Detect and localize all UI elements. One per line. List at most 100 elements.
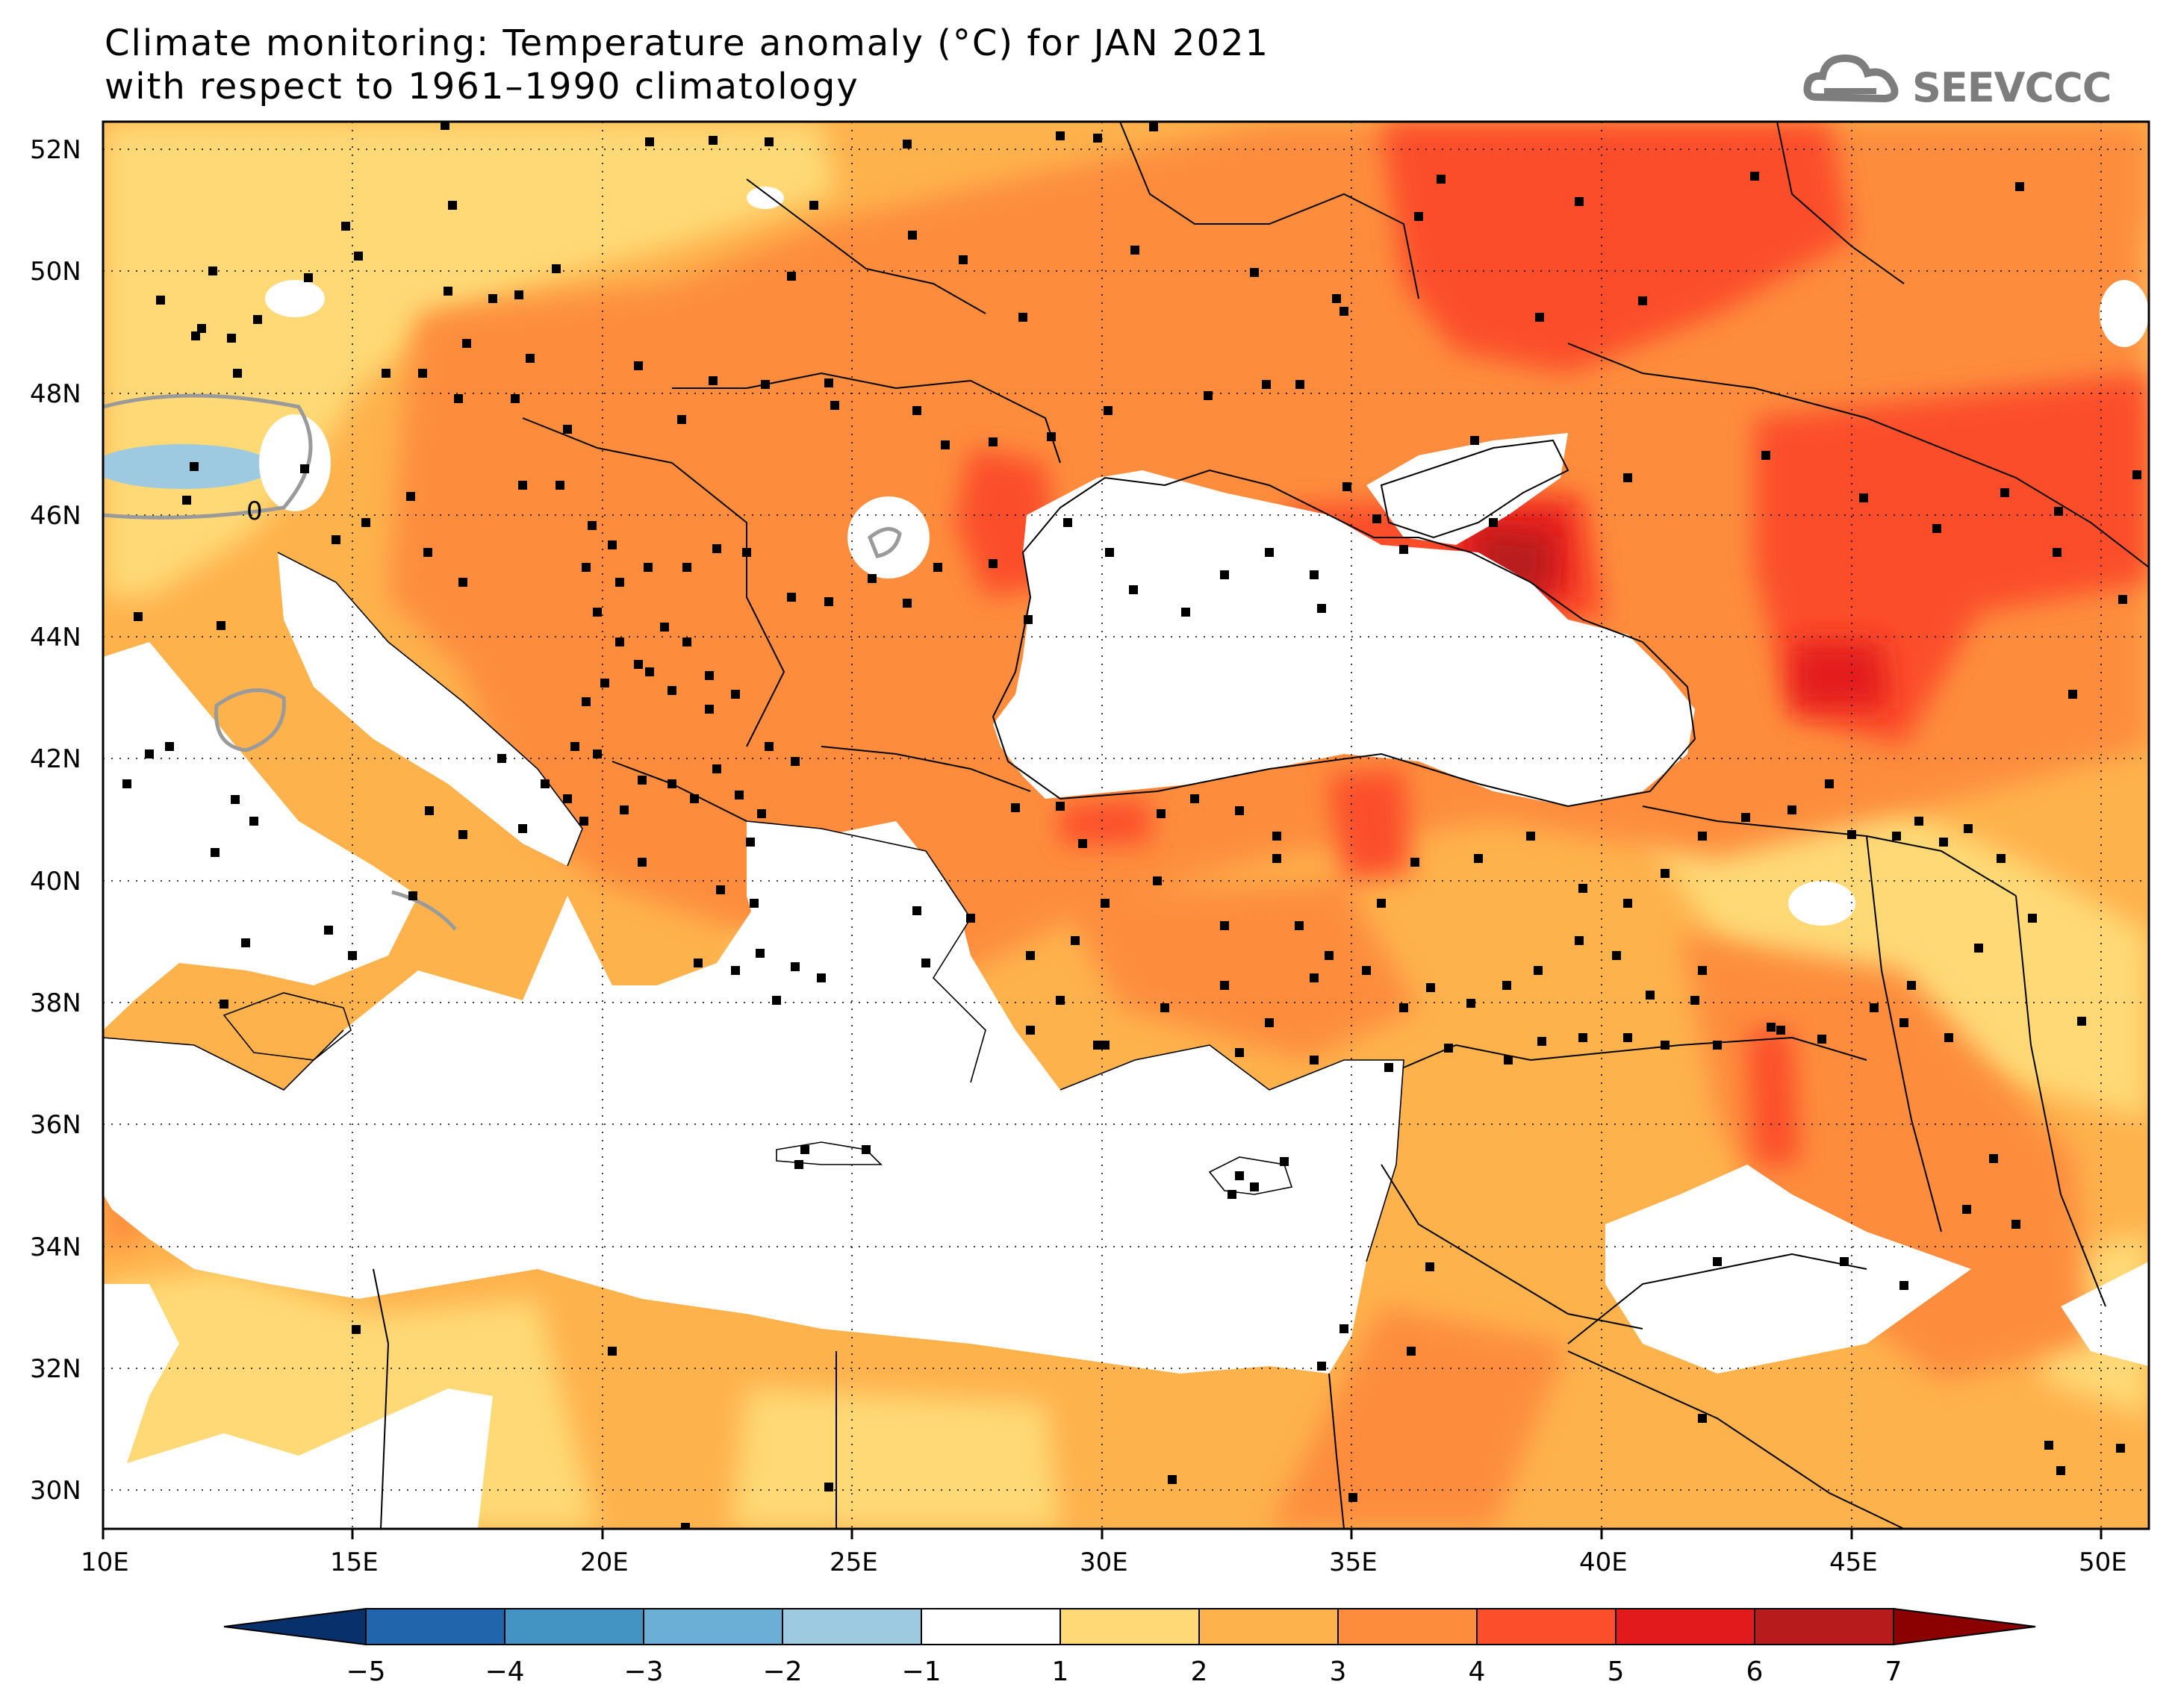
station-marker [1997, 854, 2006, 863]
station-marker [1071, 936, 1080, 945]
station-marker [241, 938, 250, 947]
station-marker [2053, 548, 2062, 557]
station-marker [1104, 406, 1113, 415]
anomaly-zone-0-1 [265, 187, 2149, 926]
station-marker [1444, 1044, 1453, 1053]
station-marker [1713, 1041, 1722, 1050]
colorbar-label: 2 [1191, 1656, 1208, 1687]
station-marker [1093, 134, 1102, 143]
station-marker [868, 574, 877, 583]
station-marker [1698, 966, 1707, 975]
coastlines [103, 552, 1404, 1262]
station-marker [2000, 488, 2009, 497]
station-marker [582, 563, 591, 572]
station-marker [903, 599, 912, 608]
station-marker [1372, 514, 1381, 523]
station-marker [1168, 1475, 1177, 1484]
colorbar-label: −5 [346, 1656, 385, 1687]
lat-label: 44N [30, 623, 81, 652]
station-marker [458, 578, 467, 587]
colorbar-arrow-high [1893, 1607, 2036, 1646]
station-marker [731, 690, 740, 699]
station-marker [1437, 175, 1446, 184]
lon-label: 50E [2079, 1548, 2127, 1577]
lat-label: 30N [30, 1476, 81, 1506]
station-marker [1190, 794, 1199, 803]
station-marker [1157, 809, 1166, 818]
colorbar-box [1060, 1608, 1200, 1645]
station-marker [1698, 832, 1707, 841]
station-marker [709, 376, 718, 385]
station-marker [615, 578, 624, 587]
station-marker [1056, 131, 1065, 140]
station-marker [1056, 802, 1065, 811]
station-marker [941, 440, 950, 449]
station-marker [514, 290, 523, 299]
station-marker [324, 926, 333, 935]
station-marker [122, 779, 131, 788]
station-marker [1690, 996, 1699, 1005]
station-marker [1181, 608, 1190, 617]
colorbar-box [1754, 1608, 1894, 1645]
station-marker [406, 492, 415, 501]
station-marker [354, 252, 363, 261]
station-marker [1661, 1041, 1670, 1050]
station-marker [2132, 470, 2141, 479]
station-marker [1129, 585, 1138, 594]
station-marker [1339, 307, 1348, 316]
station-marker [582, 697, 591, 706]
colorbar-box [1615, 1608, 1755, 1645]
station-marker [1575, 197, 1584, 206]
station-marker [156, 296, 165, 305]
persian-gulf-mask [2061, 1262, 2149, 1366]
station-marker [1093, 1041, 1102, 1050]
colorbar-arrow-low [223, 1607, 367, 1646]
station-marker [134, 612, 143, 621]
station-marker [1537, 1037, 1546, 1046]
station-marker [588, 521, 597, 530]
station-markers [122, 122, 2141, 1529]
station-marker [862, 1145, 871, 1154]
station-marker [1787, 805, 1796, 814]
station-marker [382, 369, 390, 378]
station-marker [304, 273, 313, 282]
station-marker [712, 764, 721, 773]
lat-labels: 52N 50N 48N 46N 44N 42N 40N 38N 36N 34N … [30, 135, 81, 1506]
lat-label: 40N [30, 867, 81, 897]
colorbar-label: −3 [623, 1656, 663, 1687]
colorbar-box [365, 1608, 505, 1645]
colorbar-label: 4 [1469, 1656, 1486, 1687]
lon-label: 15E [330, 1548, 379, 1577]
station-marker [731, 966, 740, 975]
station-marker [1026, 951, 1035, 960]
station-marker [1399, 545, 1408, 554]
colorbar-label: 1 [1052, 1656, 1069, 1687]
station-marker [1535, 313, 1544, 322]
station-marker [1317, 604, 1326, 613]
station-marker [638, 858, 647, 867]
station-marker [1332, 294, 1341, 303]
lon-label: 30E [1080, 1548, 1128, 1577]
station-marker [1698, 1414, 1707, 1423]
station-marker [563, 425, 572, 434]
title-line-2: with respect to 1961–1990 climatology [105, 66, 859, 107]
colorbar-box [921, 1608, 1061, 1645]
station-marker [1295, 921, 1304, 930]
station-marker [593, 608, 602, 617]
station-marker [765, 137, 774, 146]
station-marker [1310, 1056, 1319, 1065]
colorbar-box [782, 1608, 922, 1645]
station-marker [1575, 936, 1584, 945]
station-marker [454, 394, 463, 403]
station-marker [526, 354, 535, 363]
station-marker [541, 779, 550, 788]
station-marker [1348, 1493, 1357, 1502]
station-marker [2028, 914, 2037, 923]
station-marker [1362, 966, 1371, 975]
station-marker [681, 1523, 690, 1529]
adriatic-sea [278, 552, 582, 866]
station-marker [145, 749, 154, 758]
station-marker [233, 369, 242, 378]
station-marker [1623, 473, 1632, 482]
station-marker [511, 394, 520, 403]
